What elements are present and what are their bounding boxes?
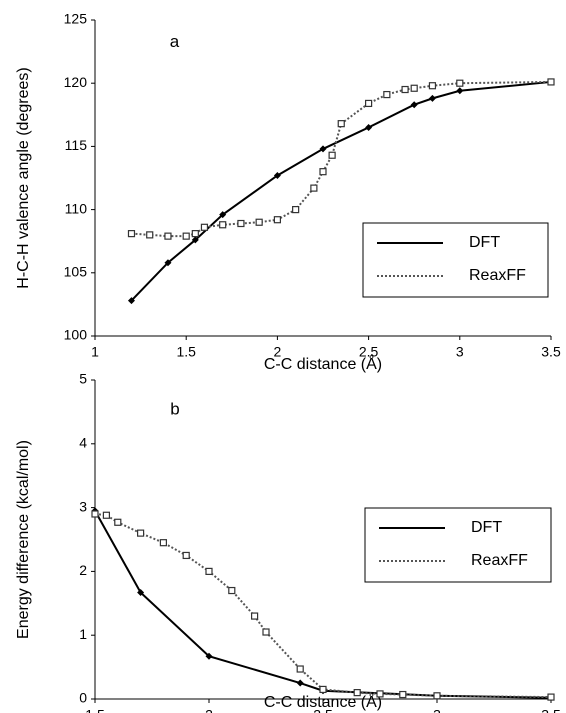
marker	[137, 529, 145, 537]
x-axis-title: C-C distance (Å)	[264, 354, 382, 373]
y-tick-label: 1	[79, 626, 87, 642]
marker	[273, 171, 281, 179]
x-tick-label: 2	[274, 344, 282, 360]
y-tick-label: 5	[79, 371, 87, 387]
marker	[137, 588, 145, 596]
marker	[365, 123, 373, 131]
marker	[353, 689, 361, 697]
y-tick-label: 120	[64, 74, 88, 90]
legend-box	[364, 507, 552, 583]
marker	[383, 90, 391, 99]
marker	[159, 539, 167, 547]
x-tick-label: 3	[433, 707, 441, 713]
legend-label: DFT	[469, 234, 500, 251]
annotation: a	[170, 32, 180, 51]
marker	[237, 219, 245, 228]
marker	[219, 221, 227, 229]
marker	[401, 85, 409, 94]
marker	[191, 236, 199, 244]
marker	[200, 223, 209, 231]
marker	[365, 99, 373, 108]
marker	[319, 168, 327, 176]
x-tick-label: 3.5	[541, 707, 561, 713]
y-tick-label: 100	[64, 327, 88, 343]
annotation: b	[170, 399, 179, 418]
marker	[228, 586, 236, 595]
series-line	[131, 80, 552, 238]
y-axis-title: H-C-H valence angle (degrees)	[15, 67, 32, 288]
marker	[337, 120, 345, 128]
marker	[127, 230, 136, 238]
marker	[91, 510, 99, 518]
y-tick-label: 3	[79, 498, 87, 514]
marker	[251, 612, 259, 620]
y-tick-label: 2	[79, 562, 87, 578]
x-tick-label: 1	[91, 344, 99, 360]
marker	[127, 297, 135, 305]
marker	[114, 518, 122, 526]
y-tick-label: 0	[79, 690, 87, 706]
y-tick-label: 105	[64, 264, 88, 280]
marker	[410, 84, 418, 92]
x-tick-label: 3	[456, 344, 464, 360]
marker	[219, 211, 227, 219]
x-tick-label: 2.5	[359, 344, 379, 360]
x-tick-label: 1.5	[85, 707, 105, 713]
legend-box	[362, 222, 549, 298]
marker	[164, 259, 172, 267]
marker	[205, 652, 213, 660]
marker	[433, 692, 441, 700]
x-tick-label: 2	[205, 707, 213, 713]
marker	[164, 232, 172, 240]
marker	[205, 567, 213, 576]
marker	[376, 690, 384, 698]
x-tick-label: 2.5	[313, 707, 333, 713]
x-tick-label: 1.5	[176, 344, 196, 360]
marker	[547, 693, 555, 701]
marker	[456, 87, 464, 95]
marker	[296, 679, 304, 687]
marker	[273, 216, 281, 224]
x-tick-label: 3.5	[541, 344, 561, 360]
marker	[296, 665, 304, 673]
marker	[292, 206, 300, 214]
marker	[310, 184, 318, 192]
y-tick-label: 110	[65, 200, 88, 216]
marker	[182, 232, 190, 240]
legend-label: ReaxFF	[471, 552, 528, 569]
marker	[456, 79, 464, 87]
y-axis-title: Energy difference (kcal/mol)	[15, 440, 32, 639]
marker	[146, 231, 154, 239]
y-tick-label: 115	[65, 137, 88, 153]
marker	[262, 628, 270, 636]
marker	[428, 94, 436, 102]
marker	[547, 78, 555, 86]
marker	[102, 511, 111, 519]
marker	[399, 690, 407, 699]
y-tick-label: 4	[79, 435, 87, 451]
y-tick-label: 125	[64, 11, 88, 27]
legend-label: ReaxFF	[469, 267, 526, 284]
x-axis-title: C-C distance (Å)	[264, 692, 382, 711]
marker	[410, 101, 418, 109]
legend-label: DFT	[471, 519, 502, 536]
marker	[182, 551, 190, 560]
marker	[428, 82, 437, 90]
marker	[255, 218, 263, 226]
marker	[328, 151, 336, 159]
marker	[319, 145, 327, 153]
marker	[191, 230, 199, 238]
marker	[319, 685, 327, 694]
